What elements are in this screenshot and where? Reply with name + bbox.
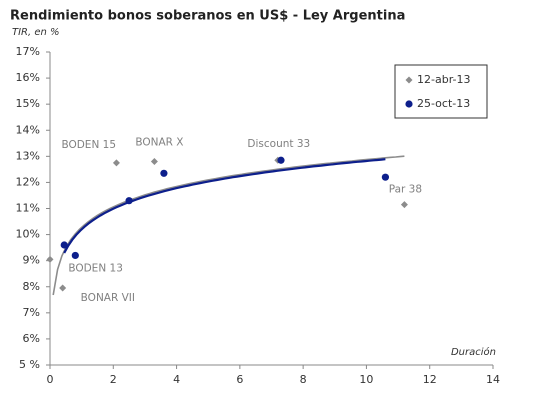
data-point (46, 255, 54, 263)
y-tick-label: 11% (16, 202, 40, 215)
y-tick-label: 8% (23, 280, 40, 293)
legend-marker (405, 100, 413, 108)
data-point (71, 251, 79, 260)
y-tick-label: 6% (23, 332, 40, 345)
data-point (160, 169, 168, 177)
data-point (59, 284, 67, 292)
point-label: BODEN 13 (68, 262, 123, 274)
data-point (150, 158, 158, 166)
x-tick-label: 12 (423, 373, 437, 386)
point-label: BONAR VII (81, 292, 135, 304)
x-tick-label: 8 (300, 373, 307, 386)
trend-line (63, 158, 386, 254)
legend-label: 12-abr-13 (417, 73, 470, 86)
point-label: Par 38 (389, 184, 422, 196)
chart-title: Rendimiento bonos soberanos en US$ - Ley… (10, 9, 405, 24)
x-tick-label: 4 (173, 373, 180, 386)
x-tick-label: 0 (47, 373, 54, 386)
legend-label: 25-oct-13 (417, 97, 470, 110)
y-tick-label: 10% (16, 228, 40, 241)
legend-box (394, 64, 488, 119)
x-tick-label: 2 (110, 373, 117, 386)
point-label: BODEN 15 (61, 139, 116, 151)
y-tick-label: 17% (16, 45, 40, 58)
y-tick-label: 16% (16, 71, 40, 84)
x-tick-label: 14 (486, 373, 500, 386)
chart-subtitle: TIR, en % (12, 27, 60, 38)
data-point (112, 159, 120, 167)
point-label: Discount 33 (247, 138, 310, 150)
y-tick-label: 12% (16, 175, 40, 188)
x-axis-label: Duración (451, 346, 496, 358)
legend-marker (405, 76, 413, 84)
point-label: BONAR X (135, 137, 183, 149)
y-tick-label: 14% (16, 123, 40, 136)
y-tick-label: 13% (16, 149, 40, 162)
x-tick-label: 6 (236, 373, 243, 386)
data-point (400, 201, 408, 209)
data-point (125, 197, 133, 205)
y-tick-label: 7% (23, 306, 40, 319)
x-tick-label: 10 (359, 373, 373, 386)
y-tick-label: 15% (16, 97, 40, 110)
data-point (381, 173, 390, 181)
y-tick-label: 5 % (19, 358, 40, 371)
data-point (60, 241, 68, 249)
data-point (277, 156, 285, 164)
y-tick-label: 9% (23, 254, 40, 267)
trend-line (52, 155, 405, 296)
